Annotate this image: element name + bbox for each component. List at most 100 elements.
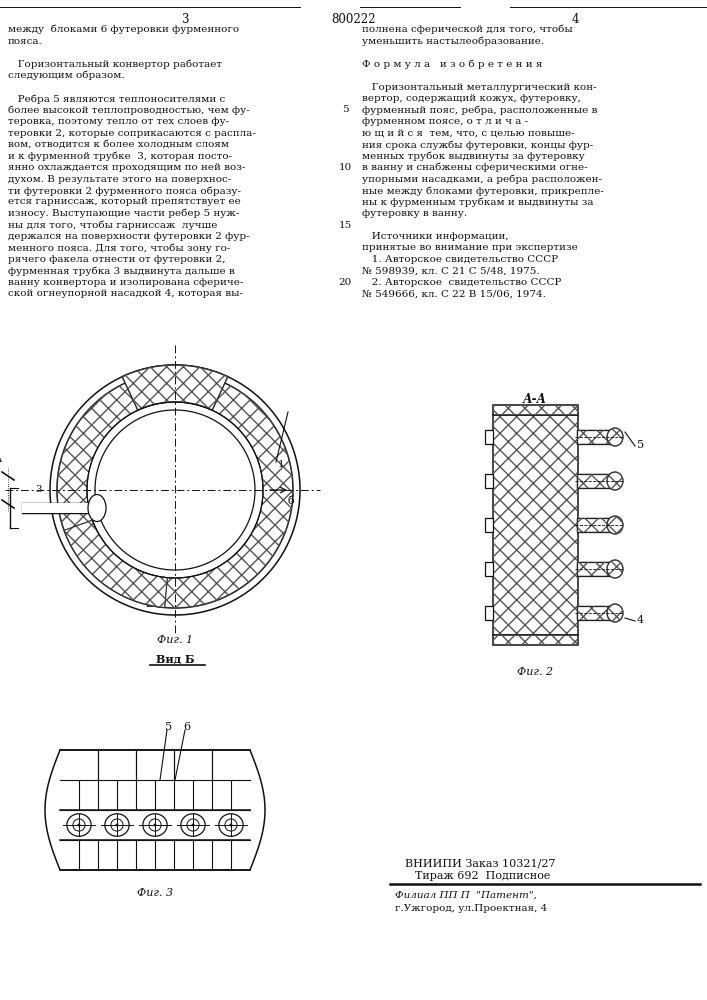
Text: ской огнеупорной насадкой 4, которая вы-: ской огнеупорной насадкой 4, которая вы- xyxy=(8,290,243,298)
Ellipse shape xyxy=(88,494,106,522)
Text: 10: 10 xyxy=(339,163,351,172)
Text: г.Ужгород, ул.Проектная, 4: г.Ужгород, ул.Проектная, 4 xyxy=(395,904,547,913)
Text: 20: 20 xyxy=(339,278,351,287)
Bar xyxy=(577,430,615,444)
Ellipse shape xyxy=(607,516,623,534)
Text: следующим образом.: следующим образом. xyxy=(8,71,124,81)
Text: вом, отводится к более холодным слоям: вом, отводится к более холодным слоям xyxy=(8,140,229,149)
Text: 15: 15 xyxy=(339,221,351,230)
Text: А: А xyxy=(172,494,179,503)
Text: 4: 4 xyxy=(571,13,579,26)
Text: вертор, содержащий кожух, футеровку,: вертор, содержащий кожух, футеровку, xyxy=(362,94,581,103)
Text: футеровку в ванну.: футеровку в ванну. xyxy=(362,209,467,218)
Bar xyxy=(22,503,97,513)
Bar xyxy=(577,474,615,488)
Bar xyxy=(493,415,578,635)
Bar xyxy=(577,606,615,620)
Text: б: б xyxy=(288,496,295,506)
Text: Горизонтальный конвертор работает: Горизонтальный конвертор работает xyxy=(8,60,222,69)
Ellipse shape xyxy=(111,819,123,831)
Text: Горизонтальный металлургический кон-: Горизонтальный металлургический кон- xyxy=(362,83,597,92)
Text: более высокой теплопроводностью, чем фу-: более высокой теплопроводностью, чем фу- xyxy=(8,105,250,115)
Text: между  блоками 6 футеровки фурменного: между блоками 6 футеровки фурменного xyxy=(8,25,239,34)
Text: фурменный пояс, ребра, расположенные в: фурменный пояс, ребра, расположенные в xyxy=(362,105,597,115)
Text: в ванну и снабжены сферическими огне-: в ванну и снабжены сферическими огне- xyxy=(362,163,588,172)
Bar xyxy=(493,635,578,645)
Text: теровка, поэтому тепло от тех слоев фу-: теровка, поэтому тепло от тех слоев фу- xyxy=(8,117,229,126)
Polygon shape xyxy=(95,410,255,570)
Text: Фиг. 3: Фиг. 3 xyxy=(137,888,173,898)
Text: принятые во внимание при экспертизе: принятые во внимание при экспертизе xyxy=(362,243,578,252)
Circle shape xyxy=(230,824,233,826)
Ellipse shape xyxy=(67,814,91,836)
Text: 3: 3 xyxy=(35,485,42,494)
Text: ные между блоками футеровки, прикрепле-: ные между блоками футеровки, прикрепле- xyxy=(362,186,604,196)
Bar xyxy=(577,518,615,532)
Bar xyxy=(22,503,100,513)
Bar xyxy=(485,474,493,488)
Polygon shape xyxy=(122,365,228,410)
Circle shape xyxy=(153,824,156,826)
Text: менного пояса. Для того, чтобы зону го-: менного пояса. Для того, чтобы зону го- xyxy=(8,243,230,253)
Text: 1: 1 xyxy=(278,460,285,469)
Text: ния срока службы футеровки, концы фур-: ния срока службы футеровки, концы фур- xyxy=(362,140,593,149)
Text: ВНИИПИ Заказ 10321/27: ВНИИПИ Заказ 10321/27 xyxy=(405,858,556,868)
Bar xyxy=(493,415,578,635)
Text: 5: 5 xyxy=(165,722,172,732)
Polygon shape xyxy=(57,372,293,608)
Ellipse shape xyxy=(225,819,237,831)
Bar xyxy=(577,518,615,532)
Bar xyxy=(577,474,615,488)
Text: духом. В результате этого на поверхнос-: духом. В результате этого на поверхнос- xyxy=(8,174,231,184)
Bar xyxy=(493,405,578,415)
Ellipse shape xyxy=(143,814,167,836)
Text: № 549666, кл. С 22 В 15/06, 1974.: № 549666, кл. С 22 В 15/06, 1974. xyxy=(362,290,546,298)
Ellipse shape xyxy=(607,604,623,622)
Ellipse shape xyxy=(607,560,623,578)
Text: Фиг. 1: Фиг. 1 xyxy=(157,635,193,645)
Text: 6: 6 xyxy=(183,722,190,732)
Ellipse shape xyxy=(149,819,161,831)
Ellipse shape xyxy=(181,814,205,836)
Circle shape xyxy=(192,824,194,826)
Text: ны к фурменным трубкам и выдвинуты за: ны к фурменным трубкам и выдвинуты за xyxy=(362,198,593,207)
Text: 4: 4 xyxy=(637,615,644,625)
Ellipse shape xyxy=(607,472,623,490)
Polygon shape xyxy=(45,750,265,870)
Text: 2: 2 xyxy=(145,600,151,609)
Text: янно охлаждается проходящим по ней воз-: янно охлаждается проходящим по ней воз- xyxy=(8,163,245,172)
Text: А-А: А-А xyxy=(523,393,547,406)
Text: Ребра 5 являются теплоносителями с: Ребра 5 являются теплоносителями с xyxy=(8,94,226,104)
Text: фурменная трубка 3 выдвинута дальше в: фурменная трубка 3 выдвинута дальше в xyxy=(8,266,235,276)
Text: 1. Авторское свидетельство СССР: 1. Авторское свидетельство СССР xyxy=(362,255,558,264)
Text: уменьшить настылеобразование.: уменьшить настылеобразование. xyxy=(362,36,544,46)
Text: держался на поверхности футеровки 2 фур-: держался на поверхности футеровки 2 фур- xyxy=(8,232,250,241)
Ellipse shape xyxy=(105,814,129,836)
Text: 3: 3 xyxy=(181,13,189,26)
Text: 5: 5 xyxy=(637,440,644,450)
Bar xyxy=(493,405,578,415)
Ellipse shape xyxy=(607,428,623,446)
Text: упорными насадками, а ребра расположен-: упорными насадками, а ребра расположен- xyxy=(362,174,602,184)
Bar xyxy=(485,562,493,576)
Text: Филиал ПП П  "Патент",: Филиал ПП П "Патент", xyxy=(395,891,537,900)
Bar xyxy=(485,430,493,444)
Ellipse shape xyxy=(73,819,85,831)
Text: 4: 4 xyxy=(92,475,98,484)
Circle shape xyxy=(78,824,81,826)
Text: ны для того, чтобы гарниссаж  лучше: ны для того, чтобы гарниссаж лучше xyxy=(8,221,217,230)
Text: Источники информации,: Источники информации, xyxy=(362,232,508,241)
Polygon shape xyxy=(64,520,168,608)
Text: фурменном поясе, о т л и ч а -: фурменном поясе, о т л и ч а - xyxy=(362,117,528,126)
Text: Вид Б: Вид Б xyxy=(156,653,194,664)
Bar xyxy=(485,518,493,532)
Text: менных трубок выдвинуты за футеровку: менных трубок выдвинуты за футеровку xyxy=(362,151,585,161)
Text: Ф о р м у л а   и з о б р е т е н и я: Ф о р м у л а и з о б р е т е н и я xyxy=(362,60,542,69)
Text: 5: 5 xyxy=(341,105,349,114)
Bar xyxy=(577,606,615,620)
Polygon shape xyxy=(87,402,263,578)
Text: износу. Выступающие части ребер 5 нуж-: износу. Выступающие части ребер 5 нуж- xyxy=(8,209,239,219)
Text: ти футеровки 2 фурменного пояса образу-: ти футеровки 2 фурменного пояса образу- xyxy=(8,186,241,196)
Ellipse shape xyxy=(219,814,243,836)
Ellipse shape xyxy=(187,819,199,831)
